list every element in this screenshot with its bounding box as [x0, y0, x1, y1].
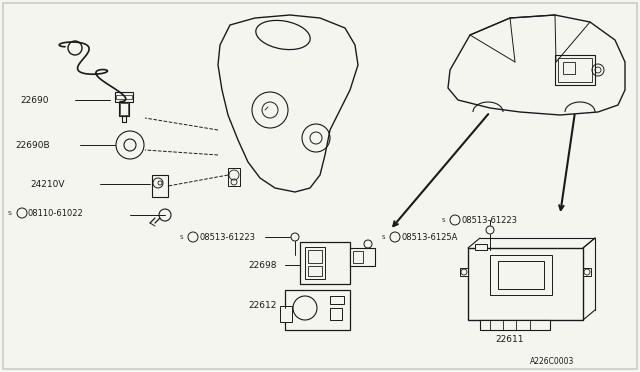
Bar [558, 58, 592, 82]
Text: 22612: 22612 [248, 301, 276, 310]
Bar [555, 55, 595, 85]
Text: 08513-61223: 08513-61223 [199, 232, 255, 241]
Bar [228, 168, 240, 186]
Text: 22611: 22611 [496, 336, 524, 344]
Text: 22690B: 22690B [15, 141, 50, 150]
Bar [152, 175, 168, 197]
Bar [563, 62, 575, 74]
Bar [330, 296, 344, 304]
Bar [308, 250, 322, 263]
Text: 08110-61022: 08110-61022 [28, 208, 84, 218]
Bar [350, 248, 375, 266]
Text: S: S [381, 234, 385, 240]
Text: S: S [441, 218, 445, 222]
Text: 08513-61223: 08513-61223 [461, 215, 517, 224]
Bar [116, 95, 132, 99]
Bar [120, 103, 128, 115]
Bar [300, 242, 350, 284]
Bar [353, 251, 363, 263]
Bar [498, 261, 544, 289]
Text: S: S [179, 234, 183, 240]
Text: S: S [8, 211, 12, 215]
Bar [460, 268, 468, 276]
Bar [490, 255, 552, 295]
Bar [115, 92, 133, 102]
Bar [119, 102, 129, 116]
Bar [308, 266, 322, 276]
Bar [280, 306, 292, 322]
Text: A226C0003: A226C0003 [530, 357, 574, 366]
Text: 22698: 22698 [248, 260, 276, 269]
Bar [305, 247, 325, 279]
Text: 08513-6125A: 08513-6125A [401, 232, 458, 241]
Text: 22690: 22690 [20, 96, 49, 105]
Bar [475, 244, 487, 250]
Bar [583, 268, 591, 276]
Bar [480, 320, 550, 330]
Bar [330, 308, 342, 320]
Text: 24210V: 24210V [30, 180, 65, 189]
Bar [468, 248, 583, 320]
Bar [285, 290, 350, 330]
